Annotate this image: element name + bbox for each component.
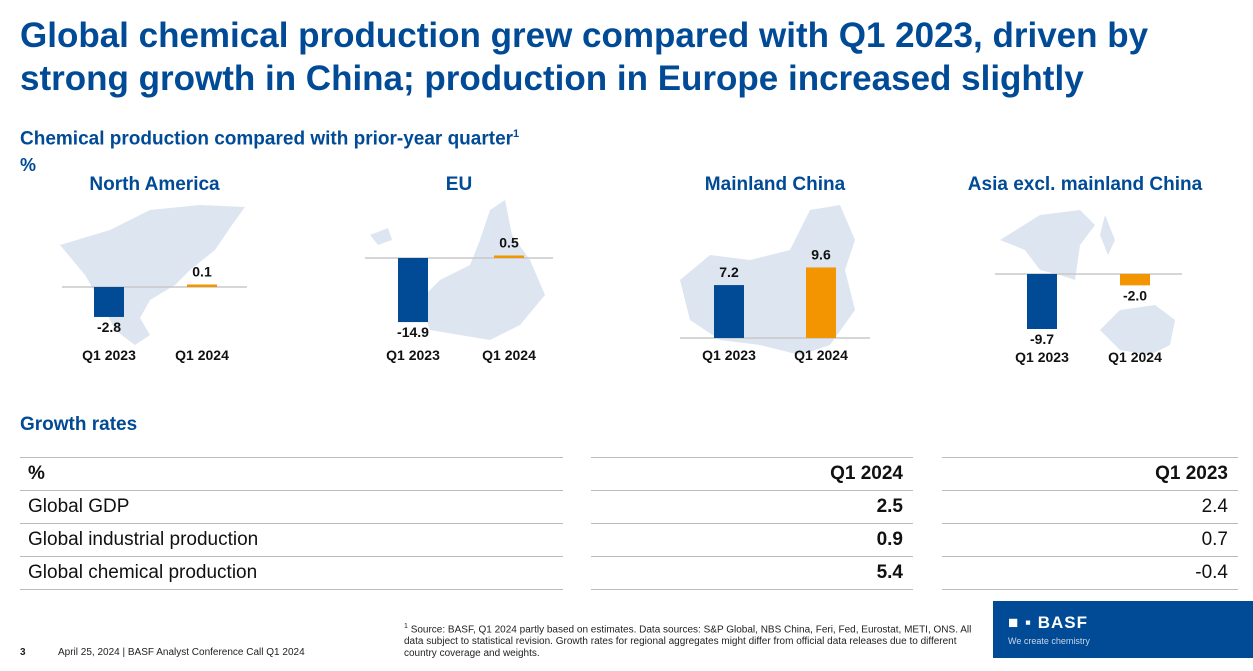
bar-q1-2024 <box>187 284 217 287</box>
bar-q1-2023 <box>398 258 428 323</box>
region-title-north-america: North America <box>89 174 220 195</box>
region-title-asia: Asia excl. mainland China <box>967 174 1203 195</box>
slide-title: Global chemical production grew compared… <box>20 16 1149 98</box>
category-label: Q1 2023 <box>82 347 136 363</box>
category-label: Q1 2024 <box>1108 349 1162 365</box>
table-cell: 5.4 <box>591 556 913 590</box>
table-col-q1-2024: Q1 2024 2.5 0.9 5.4 <box>591 457 913 590</box>
category-label: Q1 2023 <box>386 347 440 363</box>
bar-q1-2023 <box>1027 274 1057 329</box>
category-label: Q1 2024 <box>482 347 536 363</box>
logo-word: ■ ▪ BASF <box>1008 613 1089 632</box>
header-q1-2024: Q1 2024 <box>591 457 913 490</box>
table-row-label: Global GDP <box>20 490 563 523</box>
table-row-label: Global industrial production <box>20 523 563 556</box>
table-cell: 0.7 <box>942 523 1238 556</box>
growth-rates-title: Growth rates <box>20 414 138 435</box>
region-title-china: Mainland China <box>704 174 846 195</box>
data-label: -2.8 <box>97 319 121 335</box>
bar-q1-2024 <box>1120 274 1150 286</box>
table-cell: 0.9 <box>591 523 913 556</box>
unit-label: % <box>20 155 37 175</box>
table-cell: 2.4 <box>942 490 1238 523</box>
header-percent: % <box>20 457 563 490</box>
logo-word-text: BASF <box>1037 613 1089 632</box>
subtitle-text: Chemical production compared with prior-… <box>20 128 514 150</box>
data-label: 0.5 <box>499 235 519 251</box>
region-title-eu: EU <box>445 174 473 195</box>
table-cell: 2.5 <box>591 490 913 523</box>
footnote-text: Source: BASF, Q1 2024 partly based on es… <box>404 624 972 660</box>
data-label: -9.7 <box>1030 331 1054 347</box>
chart-subtitle: Chemical production compared with prior-… <box>20 128 519 150</box>
table-row-label: Global chemical production <box>20 556 563 590</box>
regional-bar-charts: -2.8 Q1 2023 0.1 Q1 2024 -14.9 Q1 2023 0.5 Q1 2… <box>60 200 1182 365</box>
footnote-marker: 1 <box>513 128 520 140</box>
basf-logo: ■ ▪ BASF We create chemistry <box>993 601 1253 658</box>
map-north-america <box>60 205 245 345</box>
bar-q1-2023 <box>714 285 744 338</box>
page-number: 3 <box>20 647 26 658</box>
category-label: Q1 2024 <box>175 347 229 363</box>
bar-q1-2024 <box>806 267 836 338</box>
header-q1-2023: Q1 2023 <box>942 457 1238 490</box>
table-cell: -0.4 <box>942 556 1238 590</box>
category-label: Q1 2023 <box>1015 349 1069 365</box>
data-label: -2.0 <box>1123 287 1147 303</box>
data-label: 0.1 <box>192 264 212 280</box>
category-label: Q1 2023 <box>702 347 756 363</box>
table-col-q1-2023: Q1 2023 2.4 0.7 -0.4 <box>942 457 1238 590</box>
data-label: -14.9 <box>397 324 429 340</box>
data-label: 9.6 <box>811 246 831 262</box>
bar-q1-2023 <box>94 287 124 317</box>
source-footnote: 1 Source: BASF, Q1 2024 partly based on … <box>404 621 974 660</box>
table-col-label: % Global GDP Global industrial productio… <box>20 457 563 590</box>
map-eu <box>370 200 545 340</box>
data-label: 7.2 <box>719 264 739 280</box>
logo-tagline: We create chemistry <box>1008 636 1090 646</box>
category-label: Q1 2024 <box>794 347 848 363</box>
footer-text: April 25, 2024 | BASF Analyst Conference… <box>58 647 305 658</box>
bar-q1-2024 <box>494 255 524 258</box>
map-asia <box>1000 210 1175 355</box>
footnote-marker: 1 <box>404 623 408 630</box>
